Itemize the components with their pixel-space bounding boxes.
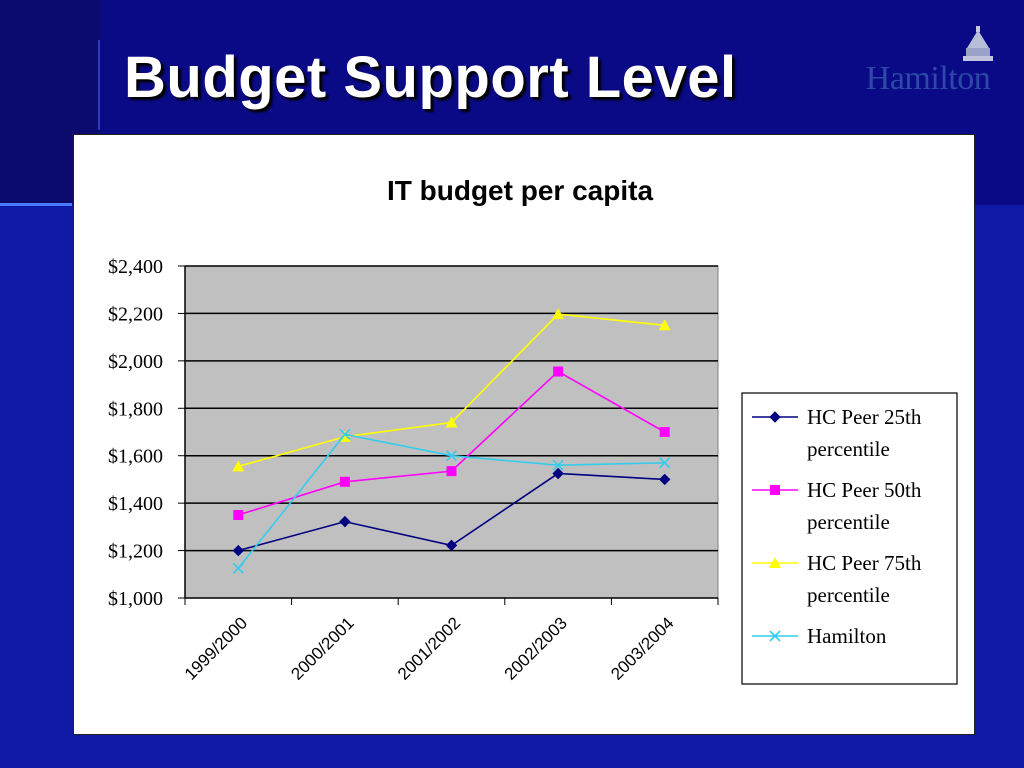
x-tick-label: 2002/2003 xyxy=(501,613,571,683)
legend-label: Hamilton xyxy=(807,624,887,648)
y-axis-ticks: $1,000 $1,200 $1,400 $1,600 $1,800 $2,000 $2,2… xyxy=(108,256,185,610)
series-hamilton xyxy=(232,428,671,574)
data-point xyxy=(769,411,781,423)
data-point-stroke xyxy=(659,457,671,469)
x-tick-label: 2000/2001 xyxy=(287,613,357,683)
y-tick-label: $1,400 xyxy=(108,493,163,515)
series-hc-peer-25th-percentile xyxy=(232,467,671,557)
data-point-stroke xyxy=(232,562,244,574)
data-point-stroke xyxy=(769,630,781,642)
legend-item: Hamilton xyxy=(752,624,887,648)
chart-panel: IT budget per capita $1,000 $1,200 $1,400 $… xyxy=(73,134,975,735)
legend-item: HC Peer 25th percentile xyxy=(752,405,922,461)
data-point xyxy=(339,476,350,487)
data-point xyxy=(232,544,245,557)
legend-label: percentile xyxy=(807,510,890,534)
bell-tower-icon xyxy=(963,26,993,61)
y-tick-label: $2,200 xyxy=(108,303,163,325)
axes xyxy=(184,266,718,599)
data-point xyxy=(658,473,671,486)
data-point xyxy=(659,457,671,469)
legend-label: HC Peer 25th xyxy=(807,405,922,429)
data-point-stroke xyxy=(552,459,564,471)
data-point xyxy=(769,557,781,568)
data-point xyxy=(339,515,351,528)
chart-title: IT budget per capita xyxy=(387,175,653,206)
y-tick-label: $1,200 xyxy=(108,541,163,563)
slide-vertical-rule xyxy=(98,40,100,130)
legend-item: HC Peer 75th percentile xyxy=(752,551,922,607)
legend-label: percentile xyxy=(807,437,890,461)
data-point xyxy=(339,428,351,440)
data-point xyxy=(658,319,671,331)
data-point xyxy=(552,459,564,471)
data-point-stroke xyxy=(339,428,351,440)
logo-wordmark: Hamilton xyxy=(865,60,991,97)
data-point xyxy=(770,485,780,495)
series-group xyxy=(232,308,671,574)
data-point xyxy=(445,450,458,462)
y-tick-label: $2,400 xyxy=(108,256,163,278)
data-point xyxy=(446,466,457,477)
y-tick-label: $2,000 xyxy=(108,351,163,373)
y-tick-label: $1,000 xyxy=(108,588,163,610)
x-tick-label: 2001/2002 xyxy=(394,613,464,683)
data-point xyxy=(445,416,458,428)
data-point xyxy=(445,539,458,552)
data-point xyxy=(552,467,564,480)
data-point xyxy=(769,630,781,642)
legend-label: percentile xyxy=(807,583,890,607)
y-tick-label: $1,800 xyxy=(108,398,163,420)
data-point-stroke xyxy=(445,450,458,462)
slide-accent-rule xyxy=(0,203,72,206)
legend-item: HC Peer 50th percentile xyxy=(752,478,922,534)
slide-title: Budget Support Level xyxy=(124,45,737,110)
x-tick-label: 2003/2004 xyxy=(607,613,677,683)
series-hc-peer-50th-percentile xyxy=(233,366,670,520)
data-point xyxy=(232,460,245,472)
data-point xyxy=(659,427,670,437)
legend-label: HC Peer 75th xyxy=(807,551,922,575)
legend-label: HC Peer 50th xyxy=(807,478,922,502)
legend: HC Peer 25th percentile HC Peer 50th percen… xyxy=(741,392,958,685)
data-point xyxy=(232,562,244,574)
x-axis-ticks: 1999/2000 2000/2001 2001/2002 2002/2003 2003… xyxy=(181,598,719,684)
line-chart: IT budget per capita $1,000$1,200$1,400$… xyxy=(108,175,958,685)
y-tick-label: $1,600 xyxy=(108,446,163,468)
x-tick-label: 1999/2000 xyxy=(181,613,251,683)
hamilton-logo: Hamilton xyxy=(858,24,998,104)
data-point xyxy=(233,510,244,520)
data-point xyxy=(552,308,565,320)
data-point xyxy=(553,366,564,377)
